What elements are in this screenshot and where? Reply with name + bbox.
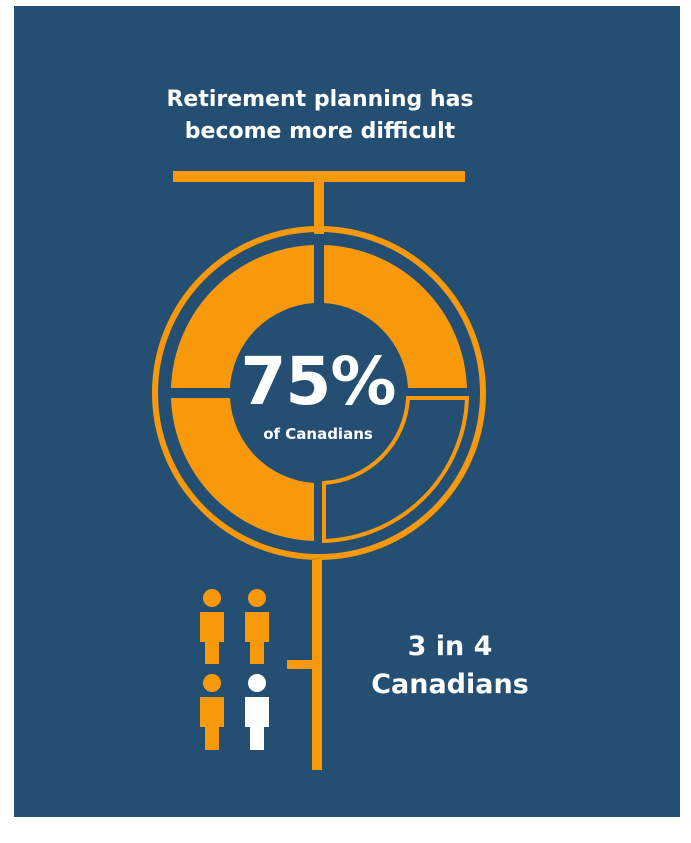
headline: Retirement planning has become more diff… (120, 84, 520, 148)
outer-ring (152, 226, 486, 560)
headline-line-2: become more difficult (184, 119, 456, 144)
top-bar (173, 171, 465, 182)
infographic-panel (14, 6, 680, 817)
quadrant-top-left (171, 245, 314, 388)
person-icon (200, 674, 224, 750)
person-icon (200, 589, 224, 664)
ratio-line-1: 3 in 4 (407, 631, 493, 662)
bottom-stem (312, 560, 322, 770)
side-branch (287, 660, 313, 669)
person-icon (245, 674, 269, 750)
quadrant-bottom-left (171, 398, 314, 541)
percent-value: 75% (240, 343, 397, 420)
ratio-line-2: Canadians (371, 669, 529, 700)
quadrant-top-right (324, 245, 467, 388)
percent-label: of Canadians (263, 425, 373, 443)
headline-line-1: Retirement planning has (166, 87, 474, 112)
top-stem (314, 182, 324, 234)
ratio-text: 3 in 4 Canadians (340, 628, 560, 704)
quadrant-bottom-right (322, 396, 470, 544)
person-icon (245, 589, 269, 664)
